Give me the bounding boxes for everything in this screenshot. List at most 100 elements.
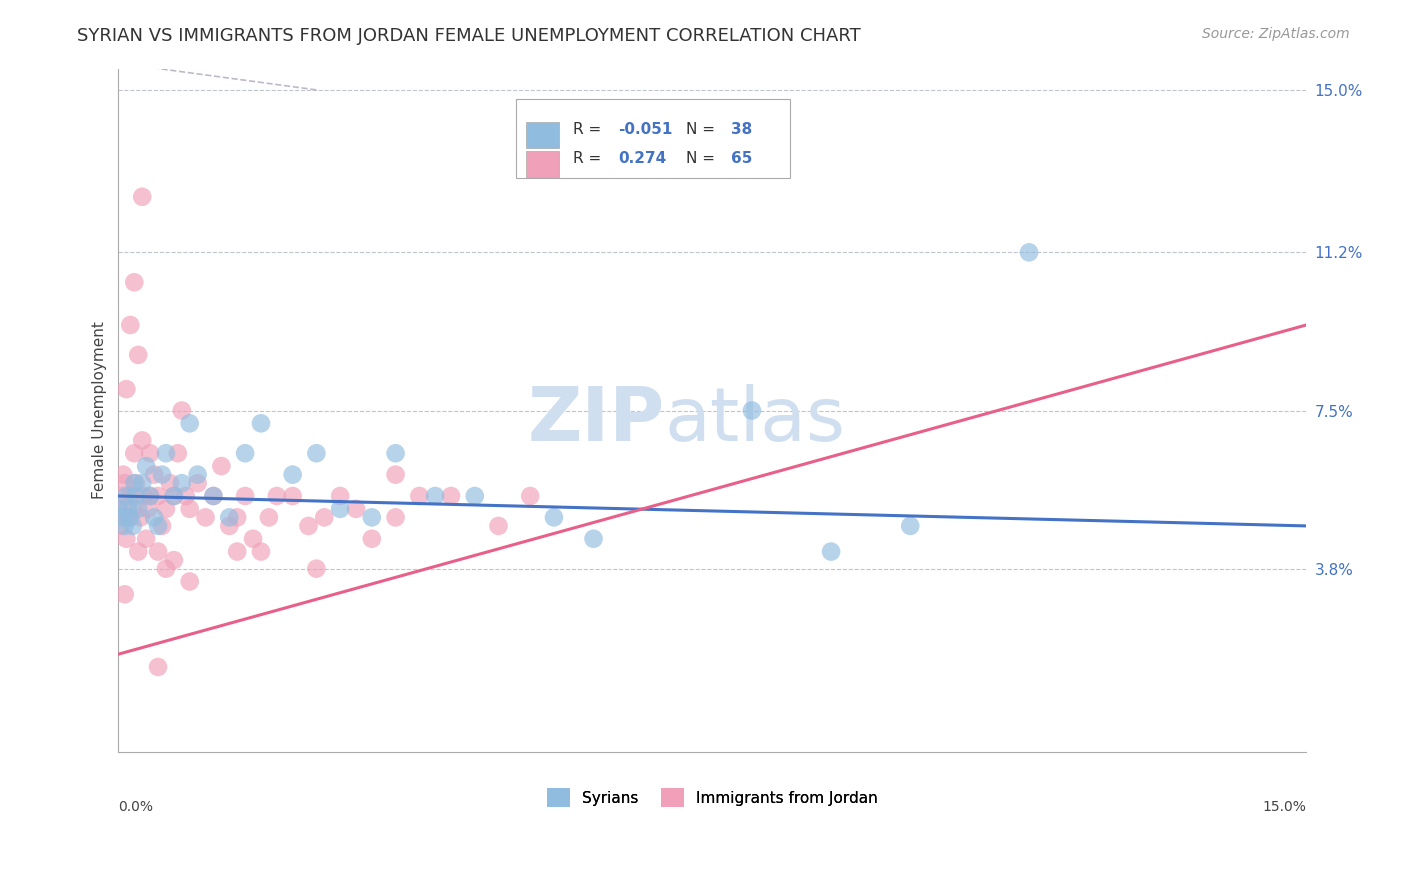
- Point: [305, 446, 328, 460]
- Point: [135, 459, 157, 474]
- Point: [233, 446, 256, 460]
- Point: [360, 532, 382, 546]
- Text: 0.274: 0.274: [619, 151, 666, 166]
- Point: [121, 519, 143, 533]
- Point: [329, 489, 352, 503]
- Point: [127, 501, 149, 516]
- FancyBboxPatch shape: [526, 121, 560, 148]
- Point: [266, 489, 288, 503]
- Point: [218, 510, 240, 524]
- Point: [209, 459, 232, 474]
- Point: [281, 467, 304, 482]
- Point: [146, 544, 169, 558]
- Point: [898, 519, 921, 533]
- Point: [741, 403, 763, 417]
- Point: [117, 501, 139, 516]
- Point: [125, 476, 148, 491]
- Point: [111, 510, 134, 524]
- Point: [464, 489, 486, 503]
- Point: [543, 510, 565, 524]
- Point: [179, 417, 201, 431]
- Point: [143, 510, 166, 524]
- Point: [127, 544, 149, 558]
- Point: [139, 489, 162, 503]
- Text: 0.0%: 0.0%: [118, 800, 153, 814]
- Point: [110, 489, 132, 503]
- Point: [250, 417, 273, 431]
- Point: [117, 510, 139, 524]
- Point: [360, 510, 382, 524]
- Point: [107, 501, 129, 516]
- Point: [187, 476, 209, 491]
- Point: [112, 467, 135, 482]
- Point: [115, 532, 138, 546]
- Point: [155, 562, 177, 576]
- Y-axis label: Female Unemployment: Female Unemployment: [93, 321, 107, 500]
- Point: [257, 510, 280, 524]
- Point: [329, 501, 352, 516]
- Point: [425, 489, 447, 503]
- Point: [131, 434, 153, 448]
- Text: R =: R =: [574, 121, 602, 136]
- FancyBboxPatch shape: [516, 99, 790, 178]
- Point: [166, 446, 188, 460]
- Point: [155, 501, 177, 516]
- Point: [384, 510, 406, 524]
- Point: [163, 489, 186, 503]
- Point: [384, 467, 406, 482]
- Point: [226, 510, 249, 524]
- Point: [179, 574, 201, 589]
- Point: [226, 544, 249, 558]
- Point: [170, 403, 193, 417]
- Point: [124, 476, 146, 491]
- Point: [120, 318, 142, 332]
- Point: [159, 476, 181, 491]
- Point: [127, 348, 149, 362]
- Point: [582, 532, 605, 546]
- Point: [107, 501, 129, 516]
- Point: [519, 489, 541, 503]
- Point: [115, 382, 138, 396]
- Point: [163, 489, 186, 503]
- Point: [820, 544, 842, 558]
- Point: [114, 587, 136, 601]
- Point: [146, 660, 169, 674]
- Point: [143, 467, 166, 482]
- Point: [187, 467, 209, 482]
- Point: [131, 476, 153, 491]
- Text: 38: 38: [731, 121, 752, 136]
- Legend: Syrians, Immigrants from Jordan: Syrians, Immigrants from Jordan: [540, 782, 884, 814]
- Point: [150, 519, 173, 533]
- Point: [146, 489, 169, 503]
- Point: [135, 532, 157, 546]
- Point: [155, 446, 177, 460]
- Point: [131, 190, 153, 204]
- FancyBboxPatch shape: [526, 151, 560, 177]
- Point: [384, 446, 406, 460]
- Text: N =: N =: [686, 151, 716, 166]
- Point: [146, 519, 169, 533]
- Point: [132, 489, 155, 503]
- Point: [179, 501, 201, 516]
- Point: [115, 489, 138, 503]
- Point: [114, 476, 136, 491]
- Point: [408, 489, 430, 503]
- Point: [305, 562, 328, 576]
- Text: atlas: atlas: [665, 384, 846, 458]
- Text: Source: ZipAtlas.com: Source: ZipAtlas.com: [1202, 27, 1350, 41]
- Point: [121, 501, 143, 516]
- Point: [194, 510, 217, 524]
- Point: [242, 532, 264, 546]
- Text: 65: 65: [731, 151, 752, 166]
- Point: [1018, 245, 1040, 260]
- Point: [233, 489, 256, 503]
- Point: [440, 489, 463, 503]
- Point: [108, 519, 131, 533]
- Point: [297, 519, 319, 533]
- Text: N =: N =: [686, 121, 716, 136]
- Point: [150, 467, 173, 482]
- Point: [120, 489, 142, 503]
- Point: [125, 489, 148, 503]
- Point: [218, 519, 240, 533]
- Point: [250, 544, 273, 558]
